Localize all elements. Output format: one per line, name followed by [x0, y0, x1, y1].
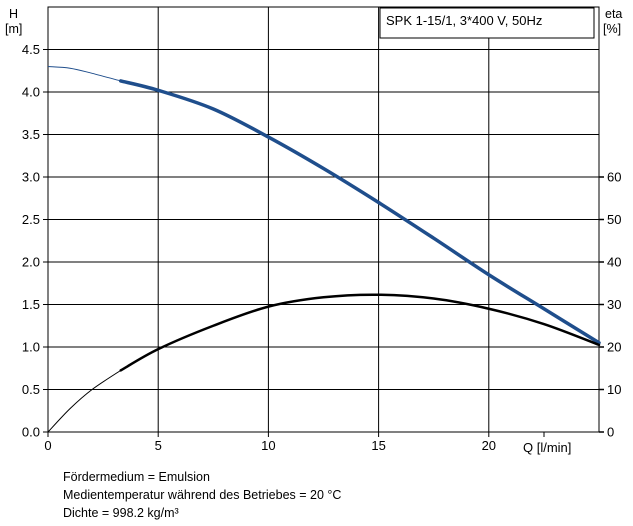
title-box — [379, 7, 595, 39]
footer-density: Dichte = 998.2 kg/m³ — [63, 506, 179, 520]
y-left-tick-label: 1.5 — [22, 297, 40, 312]
y-right-tick-label: 10 — [607, 382, 621, 397]
x-tick-label: 5 — [155, 438, 162, 453]
y-right-tick-label: 60 — [607, 170, 621, 185]
x-tick-label: 20 — [482, 438, 496, 453]
x-tick-label: 15 — [371, 438, 385, 453]
y-right-tick-label: 30 — [607, 297, 621, 312]
y-left-tick-label: 2.5 — [22, 212, 40, 227]
y-left-tick-label: 4.5 — [22, 42, 40, 57]
y-right-label-symbol: eta — [605, 7, 622, 21]
ticks: 0 5 10 15 20 0.0 0.5 1.0 1.5 2.0 2.5 3.0 3.5 4.0 4.5 0 1… — [22, 42, 622, 453]
pump-performance-chart: 0 5 10 15 20 0.0 0.5 1.0 1.5 2.0 2.5 3.0 3.5 4.0 4.5 0 1… — [5, 6, 622, 455]
y-right-tick-label: 0 — [607, 425, 614, 440]
y-left-tick-label: 0.5 — [22, 382, 40, 397]
y-right-tick-label: 40 — [607, 255, 621, 270]
efficiency-curve-extended — [47, 369, 122, 433]
y-left-tick-label: 3.0 — [22, 170, 40, 185]
y-left-label-unit: [m] — [5, 22, 22, 36]
y-left-tick-label: 0.0 — [22, 425, 40, 440]
head-curve — [118, 79, 601, 345]
y-right-tick-label: 50 — [607, 212, 621, 227]
x-axis-label: Q [l/min] — [523, 440, 571, 455]
footer-medium: Fördermedium = Emulsion — [63, 470, 210, 484]
y-left-tick-label: 3.5 — [22, 127, 40, 142]
grid-lines — [48, 6, 599, 432]
y-left-tick-label: 1.0 — [22, 340, 40, 355]
x-tick-label: 0 — [44, 438, 51, 453]
head-curve-extended — [47, 66, 121, 82]
y-left-label-symbol: H — [9, 7, 18, 21]
chart-title: SPK 1-15/1, 3*400 V, 50Hz — [386, 13, 542, 28]
y-left-tick-label: 4.0 — [22, 85, 40, 100]
y-right-label-unit: [%] — [603, 22, 621, 36]
y-right-tick-label: 20 — [607, 340, 621, 355]
curves — [47, 66, 601, 433]
footer-temperature: Medientemperatur während des Betriebes =… — [63, 488, 342, 502]
x-tick-label: 10 — [261, 438, 275, 453]
chart-footer: Fördermedium = Emulsion Medientemperatur… — [63, 468, 341, 522]
y-left-tick-label: 2.0 — [22, 255, 40, 270]
efficiency-curve — [119, 293, 601, 372]
